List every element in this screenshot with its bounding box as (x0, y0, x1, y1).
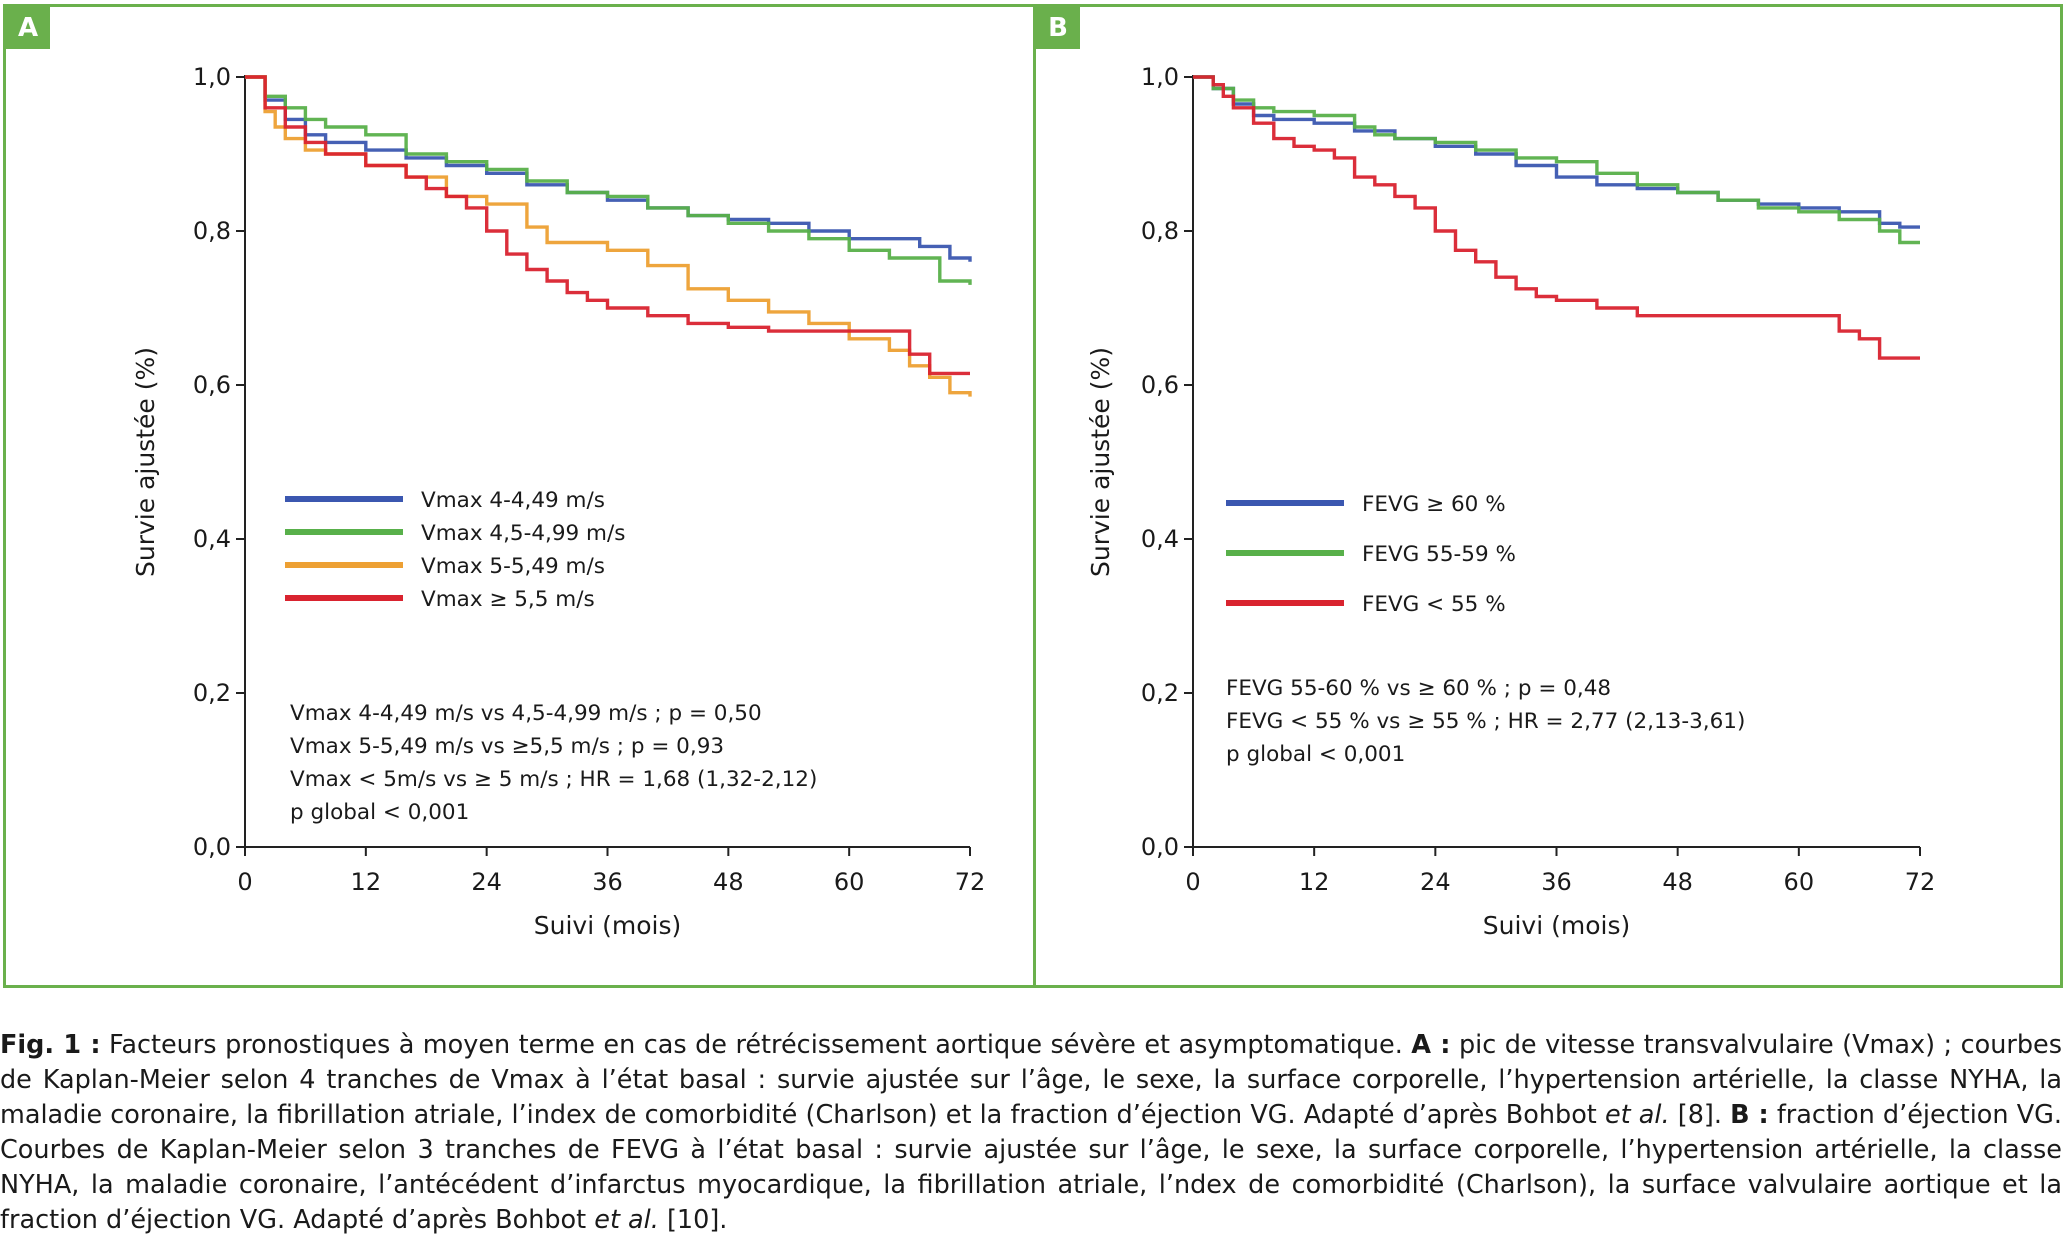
y-tick-label: 0,4 (1141, 525, 1179, 553)
legend-label-3: FEVG < 55 % (1362, 592, 1506, 617)
y-tick-label: 0,2 (1141, 679, 1179, 707)
y-axis-label: Survie ajustée (%) (1086, 347, 1115, 577)
stats-line-3: p global < 0,001 (1226, 742, 1405, 767)
caption-b-etal: et al. (594, 1205, 659, 1235)
stats-line-2: FEVG < 55 % vs ≥ 55 % ; HR = 2,77 (2,13-… (1226, 709, 1745, 734)
x-axis-label: Suivi (mois) (534, 911, 681, 940)
x-tick-label: 24 (1420, 868, 1451, 896)
series-line-2 (245, 75, 972, 285)
series-line-1 (245, 75, 972, 262)
x-tick-label: 60 (1784, 868, 1815, 896)
x-tick-label: 12 (1299, 868, 1330, 896)
caption-a-ref: [8]. (1669, 1100, 1731, 1130)
panel-a: A 0 12 24 36 48 60 72 0,0 0,2 0,4 0,6 0,8 1,0 Suivi (… (3, 4, 1036, 988)
legend-label-1: FEVG ≥ 60 % (1362, 492, 1506, 517)
panel-b-label: B (1036, 7, 1080, 49)
stats-line-1: FEVG 55-60 % vs ≥ 60 % ; p = 0,48 (1226, 676, 1611, 701)
y-tick-label: 0,8 (1141, 217, 1179, 245)
y-tick-label: 0,4 (193, 525, 231, 553)
legend-label-4: Vmax ≥ 5,5 m/s (421, 587, 595, 612)
caption-a-text: pic de vitesse transvalvulaire (Vmax) ; … (0, 1030, 2063, 1130)
stats-line-4: p global < 0,001 (290, 800, 469, 825)
stats-line-2: Vmax 5-5,49 m/s vs ≥5,5 m/s ; p = 0,93 (290, 734, 724, 759)
legend-label-2: FEVG 55-59 % (1362, 542, 1516, 567)
x-tick-label: 0 (1185, 868, 1200, 896)
x-tick-label: 48 (1662, 868, 1693, 896)
caption-b-text: fraction d’éjection VG. Courbes de Kapla… (0, 1100, 2063, 1235)
y-tick-label: 1,0 (1141, 63, 1179, 91)
x-tick-label: 36 (592, 868, 623, 896)
series-line-1 (1193, 75, 1920, 229)
caption-a-etal: et al. (1604, 1100, 1670, 1130)
x-tick-label: 24 (471, 868, 502, 896)
series-line-2 (1193, 75, 1920, 245)
y-tick-label: 0,8 (193, 217, 231, 245)
legend-label-1: Vmax 4-4,49 m/s (421, 488, 605, 513)
y-tick-label: 0,0 (193, 833, 231, 861)
chart-a: 0 12 24 36 48 60 72 0,0 0,2 0,4 0,6 0,8 1,0 Suivi (mo… (131, 63, 986, 940)
y-tick-label: 0,0 (1141, 833, 1179, 861)
x-tick-label: 12 (351, 868, 382, 896)
stats-line-3: Vmax < 5m/s vs ≥ 5 m/s ; HR = 1,68 (1,32… (290, 767, 817, 792)
caption-b-label: B : (1730, 1100, 1769, 1130)
y-tick-label: 0,6 (193, 371, 231, 399)
legend-label-3: Vmax 5-5,49 m/s (421, 554, 605, 579)
x-tick-label: 72 (1905, 868, 1936, 896)
caption-b-ref: [10]. (658, 1205, 728, 1235)
series-line-3 (1193, 75, 1920, 360)
y-tick-label: 0,6 (1141, 371, 1179, 399)
y-axis-label: Survie ajustée (%) (131, 347, 160, 577)
x-tick-label: 60 (834, 868, 865, 896)
x-tick-label: 0 (237, 868, 252, 896)
y-tick-label: 1,0 (193, 63, 231, 91)
caption-fig-label: Fig. 1 : (0, 1030, 101, 1060)
caption-a-label: A : (1411, 1030, 1451, 1060)
x-tick-label: 72 (955, 868, 986, 896)
x-tick-label: 36 (1541, 868, 1572, 896)
legend-label-2: Vmax 4,5-4,99 m/s (421, 521, 625, 546)
figure-caption: Fig. 1 : Facteurs pronostiques à moyen t… (0, 1028, 2062, 1238)
series-line-4 (245, 75, 970, 376)
chart-b: 0 12 24 36 48 60 72 0,0 0,2 0,4 0,6 0,8 1,0 Suivi (mo… (1086, 63, 1936, 940)
y-tick-label: 0,2 (193, 679, 231, 707)
caption-intro: Facteurs pronostiques à moyen terme en c… (100, 1030, 1412, 1060)
series-line-3 (245, 75, 972, 397)
stats-line-1: Vmax 4-4,49 m/s vs 4,5-4,99 m/s ; p = 0,… (290, 701, 762, 726)
panel-b: B 0 12 24 36 48 60 72 0,0 0,2 0,4 0,6 0,8 1,0 Suivi (… (1033, 4, 2063, 988)
x-tick-label: 48 (713, 868, 744, 896)
x-axis-label: Suivi (mois) (1483, 911, 1630, 940)
panel-a-label: A (6, 7, 50, 49)
